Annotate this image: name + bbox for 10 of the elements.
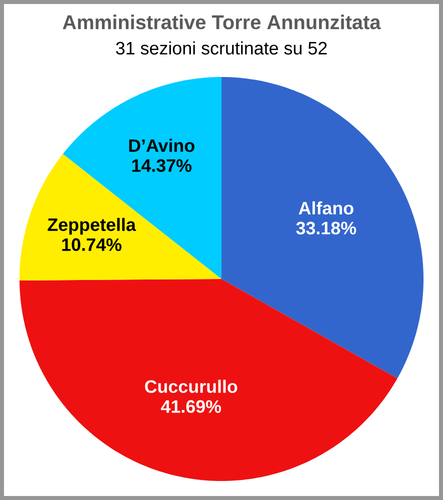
- chart-subtitle: 31 sezioni scrutinate su 52: [116, 41, 327, 55]
- data-label: 10.74%: [62, 238, 122, 251]
- slice-label: Zeppetella: [48, 218, 136, 235]
- slice-label: Cuccurullo: [145, 380, 238, 393]
- data-label: 33.18%: [296, 222, 356, 234]
- chart-title: Amministrative Torre Annunzitata: [62, 14, 381, 30]
- slice-label: Alfano: [298, 201, 354, 215]
- data-label: 41.69%: [160, 400, 222, 413]
- slice-label: D’Avino: [129, 138, 194, 152]
- data-label: 14.37%: [132, 159, 192, 172]
